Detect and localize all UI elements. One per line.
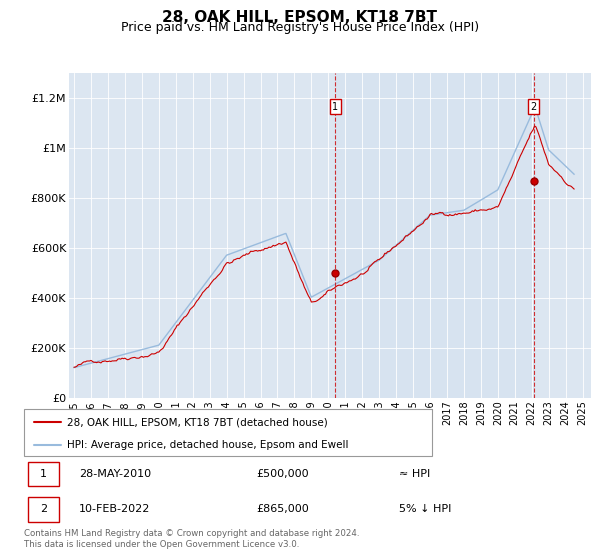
Text: 1: 1: [40, 469, 47, 479]
Bar: [335, 73, 533, 398]
Text: Price paid vs. HM Land Registry's House Price Index (HPI): Price paid vs. HM Land Registry's House …: [121, 21, 479, 34]
Text: £500,000: £500,000: [256, 469, 308, 479]
Text: 2: 2: [530, 102, 536, 112]
Text: ≈ HPI: ≈ HPI: [400, 469, 431, 479]
Text: 10-FEB-2022: 10-FEB-2022: [79, 505, 151, 515]
Text: 1: 1: [332, 102, 338, 112]
Text: Contains HM Land Registry data © Crown copyright and database right 2024.
This d: Contains HM Land Registry data © Crown c…: [24, 529, 359, 549]
Text: 28, OAK HILL, EPSOM, KT18 7BT: 28, OAK HILL, EPSOM, KT18 7BT: [163, 10, 437, 25]
Text: £865,000: £865,000: [256, 505, 308, 515]
Text: 2: 2: [40, 505, 47, 515]
Text: 28-MAY-2010: 28-MAY-2010: [79, 469, 151, 479]
Text: HPI: Average price, detached house, Epsom and Ewell: HPI: Average price, detached house, Epso…: [67, 440, 349, 450]
FancyBboxPatch shape: [28, 497, 59, 522]
Text: 5% ↓ HPI: 5% ↓ HPI: [400, 505, 452, 515]
FancyBboxPatch shape: [24, 409, 432, 456]
Text: 28, OAK HILL, EPSOM, KT18 7BT (detached house): 28, OAK HILL, EPSOM, KT18 7BT (detached …: [67, 417, 328, 427]
FancyBboxPatch shape: [28, 462, 59, 486]
